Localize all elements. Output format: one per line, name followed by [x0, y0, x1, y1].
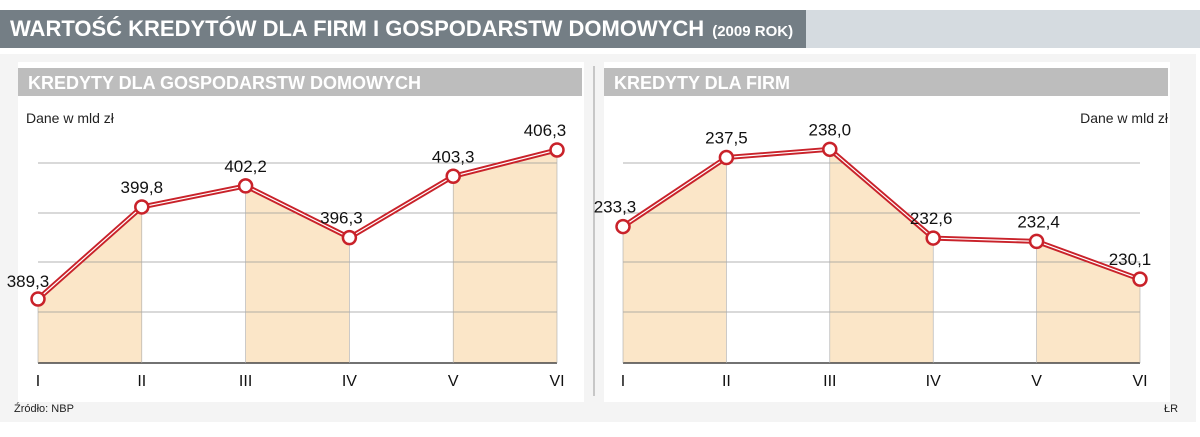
data-label: 238,0	[809, 120, 852, 139]
data-point	[237, 178, 254, 194]
series-line-highlight	[37, 149, 558, 300]
data-label: 237,5	[705, 129, 748, 148]
source-note: Źródło: NBP	[14, 403, 74, 415]
series-line-highlight	[622, 148, 1141, 280]
author-credit: ŁR	[1164, 403, 1179, 415]
area-segment	[38, 206, 142, 363]
data-point	[1028, 233, 1045, 250]
data-point	[549, 142, 565, 158]
title-bar-extension	[806, 10, 1200, 48]
x-tick-label: II	[137, 373, 146, 390]
x-tick-label: V	[448, 373, 459, 390]
data-point	[445, 168, 461, 185]
data-point	[134, 199, 150, 215]
chart-panel-1: KREDYTY DLA GOSPODARSTW DOMOWYCH Dane w m…	[7, 62, 584, 402]
area-segment	[933, 238, 1037, 363]
data-point	[615, 218, 631, 235]
data-point	[1132, 271, 1148, 287]
panel-header-bar	[18, 68, 582, 96]
x-tick-label: III	[239, 373, 252, 390]
x-tick-label: IV	[926, 373, 941, 390]
area-segment	[141, 185, 246, 363]
x-tick-label: VI	[1132, 373, 1147, 390]
data-label: 232,4	[1017, 212, 1060, 231]
x-tick-label: III	[823, 373, 836, 390]
data-point	[822, 141, 838, 158]
data-label: 230,1	[1109, 250, 1152, 269]
data-point	[925, 230, 941, 246]
data-label: 233,3	[594, 198, 637, 217]
data-label: 406,3	[524, 121, 567, 140]
unit-label: Dane w mld zł	[1080, 110, 1169, 126]
data-label: 402,2	[224, 157, 267, 176]
data-point	[718, 149, 735, 166]
chart-panel-2: KREDYTY DLA FIRM Dane w mld zł 233,3 237,5 2…	[594, 62, 1170, 402]
x-tick-label: II	[722, 373, 731, 390]
x-tick-label: IV	[342, 373, 357, 390]
data-point	[30, 291, 46, 307]
data-label: 232,6	[910, 209, 953, 228]
data-label: 403,3	[432, 147, 475, 166]
data-label: 396,3	[320, 209, 363, 228]
x-tick-label: VI	[549, 373, 564, 390]
area-segment	[726, 149, 830, 363]
panel-header-bar	[604, 68, 1168, 96]
title-text: WARTOŚĆ KREDYTÓW DLA FIRM I GOSPODARSTW …	[10, 16, 705, 41]
panel-title: KREDYTY DLA FIRM	[614, 73, 790, 93]
x-tick-label: V	[1031, 373, 1042, 390]
page-title: WARTOŚĆ KREDYTÓW DLA FIRM I GOSPODARSTW …	[0, 10, 806, 48]
area-segment	[245, 185, 350, 363]
data-label: 389,3	[7, 272, 50, 291]
area-segment	[829, 149, 934, 363]
area-segment	[453, 149, 557, 363]
data-point	[341, 229, 358, 246]
data-label: 399,8	[121, 178, 164, 197]
panel-title: KREDYTY DLA GOSPODARSTW DOMOWYCH	[28, 73, 421, 93]
title-year: (2009 ROK)	[712, 23, 794, 40]
x-tick-label: I	[36, 373, 40, 390]
unit-label: Dane w mld zł	[26, 110, 115, 126]
x-tick-label: I	[621, 373, 625, 390]
